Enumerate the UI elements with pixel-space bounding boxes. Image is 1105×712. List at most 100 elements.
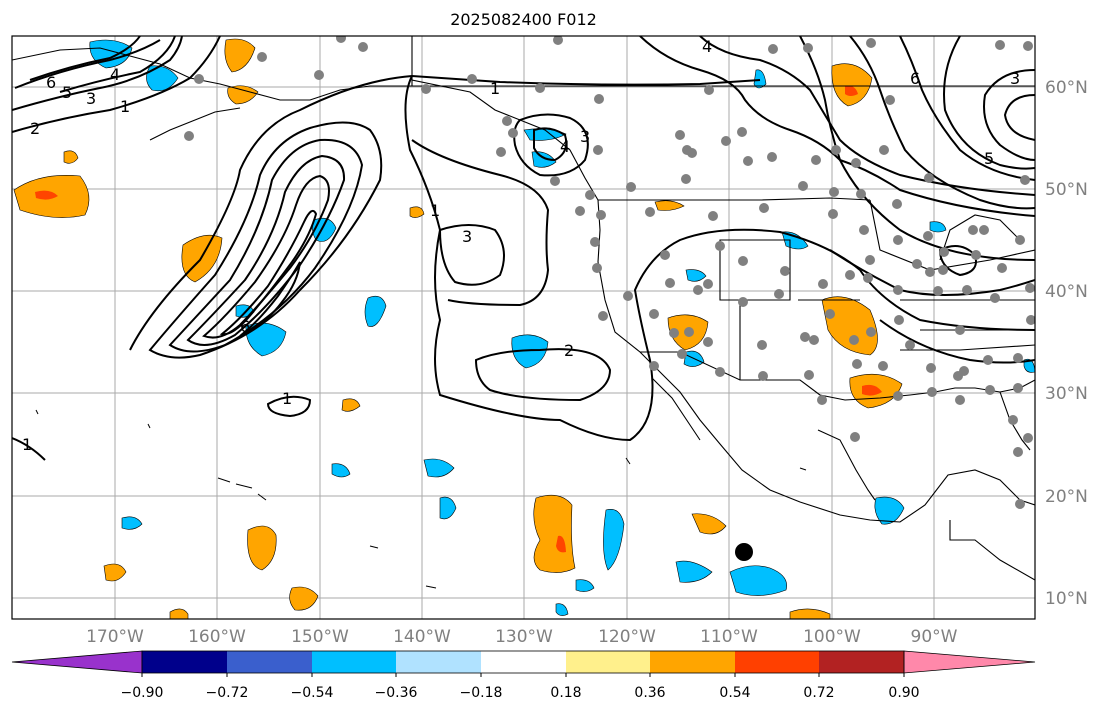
station-dot: [660, 250, 670, 260]
longitude-label: 160°W: [188, 627, 246, 647]
latitude-label: 50°N: [1045, 180, 1088, 200]
station-dot: [502, 116, 512, 126]
blue-patch: [439, 496, 457, 520]
longitude-label: 130°W: [495, 627, 553, 647]
station-dot: [336, 36, 346, 43]
orange-patch: [789, 608, 831, 619]
station-dot: [1013, 383, 1023, 393]
contour-label: 1: [430, 201, 440, 220]
blue-patch: [685, 269, 707, 282]
blue-patch: [364, 295, 387, 327]
station-dot: [780, 266, 790, 276]
station-dot: [358, 42, 368, 52]
station-dot: [257, 52, 267, 62]
longitude-labels: 170°W 160°W 150°W 140°W 130°W 120°W 110°W 100°W…: [86, 627, 958, 647]
station-dot: [645, 207, 655, 217]
station-dot: [598, 311, 608, 321]
station-dot: [623, 291, 633, 301]
blue-patch: [511, 334, 549, 369]
longitude-label: 150°W: [291, 627, 349, 647]
station-dot: [995, 40, 1005, 50]
station-dot: [924, 173, 934, 183]
colorbar-tick-label: −0.72: [206, 685, 249, 701]
station-dot: [1013, 353, 1023, 363]
station-dot: [535, 83, 545, 93]
orange-patch: [63, 150, 79, 164]
contour-label: 1: [22, 435, 32, 454]
station-dot: [894, 315, 904, 325]
station-dot: [721, 136, 731, 146]
station-dot: [990, 293, 1000, 303]
orange-patch: [341, 398, 361, 412]
colorbar-segment: [227, 651, 312, 673]
station-dot: [866, 38, 876, 48]
station-dot: [809, 335, 819, 345]
blue-patch: [423, 458, 455, 478]
contour-label: 4: [560, 137, 570, 156]
contour-lines: [12, 36, 1035, 461]
station-dot: [1023, 433, 1033, 443]
station-dot: [737, 127, 747, 137]
latitude-label: 20°N: [1045, 487, 1088, 507]
station-dot: [925, 267, 935, 277]
station-dot: [421, 84, 431, 94]
station-dot: [979, 225, 989, 235]
station-dot: [184, 131, 194, 141]
colorbar-segment: [819, 651, 904, 673]
longitude-label: 120°W: [598, 627, 656, 647]
station-dot: [938, 265, 948, 275]
station-dot: [684, 327, 694, 337]
blue-patch: [555, 603, 569, 616]
colorbar-extend-max: [903, 650, 1036, 674]
station-dot: [829, 187, 839, 197]
blue-patch: [331, 463, 351, 478]
station-dot: [927, 387, 937, 397]
station-dot: [971, 250, 981, 260]
station-dot: [590, 237, 600, 247]
contour-label: 4: [110, 65, 120, 84]
station-dot: [983, 355, 993, 365]
colorbar-tick-label: 0.90: [888, 685, 919, 701]
station-dots: [184, 36, 1035, 509]
contour-label: 3: [1010, 69, 1020, 88]
station-dot: [850, 432, 860, 442]
colorbar-segment: [481, 651, 566, 673]
colorbar-tick-label: −0.36: [375, 685, 418, 701]
colorbar-tick-label: 0.72: [803, 685, 834, 701]
station-dot: [1015, 499, 1025, 509]
orange-patch: [821, 296, 878, 356]
storm-marker: [735, 543, 753, 561]
station-dot: [852, 359, 862, 369]
station-dot: [885, 95, 895, 105]
station-dot: [550, 176, 560, 186]
station-dot: [596, 210, 606, 220]
orange-patch: [831, 63, 873, 107]
station-dot: [767, 152, 777, 162]
colorbar: −0.90 −0.72 −0.54 −0.36 −0.18 0.18 0.36 0.54 0.7…: [11, 650, 1036, 701]
contour-label: 3: [86, 89, 96, 108]
latitude-label: 30°N: [1045, 384, 1088, 404]
station-dot: [892, 199, 902, 209]
station-dot: [955, 325, 965, 335]
contour-label: 5: [984, 149, 994, 168]
station-dot: [851, 158, 861, 168]
colorbar-tick-label: 0.18: [550, 685, 581, 701]
station-dot: [575, 206, 585, 216]
contour-label: 6: [910, 69, 920, 88]
station-dot: [893, 285, 903, 295]
station-dot: [828, 209, 838, 219]
station-dot: [1023, 41, 1033, 51]
latitude-label: 40°N: [1045, 282, 1088, 302]
orange-patch: [289, 586, 319, 611]
station-dot: [1008, 415, 1018, 425]
station-dot: [817, 395, 827, 405]
orange-patch: [247, 525, 277, 571]
colorbar-segment: [735, 651, 819, 673]
blue-patch: [874, 496, 905, 525]
station-dot: [959, 366, 969, 376]
red-core: [556, 535, 566, 553]
colorbar-segment: [396, 651, 481, 673]
contour-label: 2: [30, 119, 40, 138]
station-dot: [593, 145, 603, 155]
station-dot: [962, 285, 972, 295]
